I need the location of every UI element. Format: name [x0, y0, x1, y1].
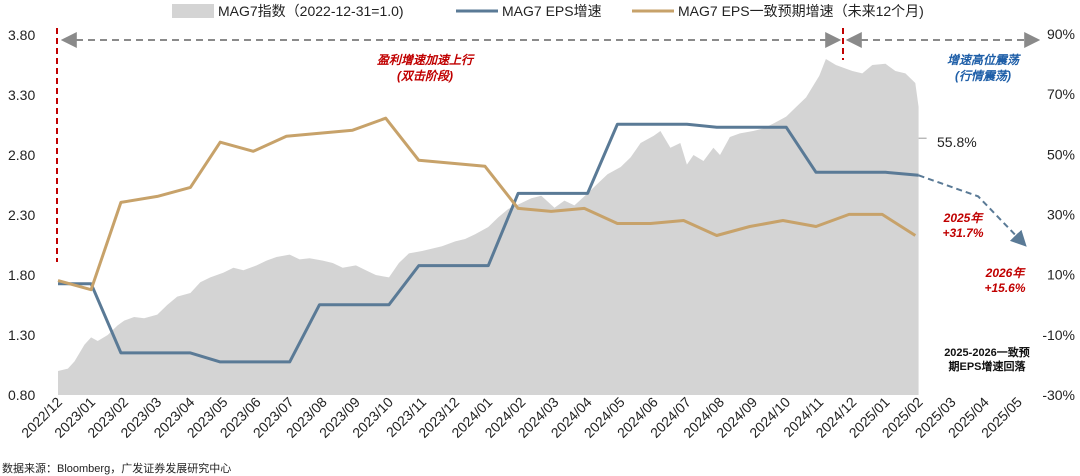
left-tick-label: 2.80	[8, 147, 35, 163]
note-line-1: 2025-2026一致预	[944, 345, 1030, 359]
phase2-label: 增速高位震荡	[947, 53, 1021, 67]
right-tick-label: 50%	[1047, 146, 1075, 162]
forecast-arrow	[918, 174, 1027, 247]
right-tick-label: -10%	[1042, 327, 1075, 343]
annotation-2025-value: +31.7%	[942, 226, 983, 240]
phase1-sublabel: (双击阶段)	[397, 69, 453, 83]
legend-index-label: MAG7指数（2022-12-31=1.0)	[218, 3, 404, 19]
source-note: 数据来源：Bloomberg，广发证券发展研究中心	[2, 463, 232, 475]
legend-eps-growth-label: MAG7 EPS增速	[502, 3, 602, 19]
eps-growth-line	[58, 122, 919, 364]
plot-area	[57, 59, 1027, 395]
latest-index-value-label: 55.8%	[937, 134, 977, 150]
eps-forecast-line	[57, 116, 917, 292]
annotation-2025-year: 2025年	[943, 211, 985, 225]
annotation-2026-year: 2026年	[985, 266, 1027, 280]
right-tick-label: 30%	[1047, 206, 1075, 222]
right-tick-label: -30%	[1042, 387, 1075, 403]
left-tick-label: 1.30	[8, 327, 35, 343]
left-tick-label: 3.30	[8, 87, 35, 103]
right-axis: -30% -10% 10% 30% 50% 70% 90%	[1042, 26, 1075, 403]
note-line-2: 期EPS增速回落	[948, 359, 1026, 373]
right-tick-label: 70%	[1047, 86, 1075, 102]
left-axis: 0.80 1.30 1.80 2.30 2.80 3.30 3.80	[8, 27, 35, 403]
right-tick-label: 10%	[1047, 267, 1075, 283]
phase1-label: 盈利增速加速上行	[377, 53, 475, 67]
legend-eps-forecast-label: MAG7 EPS一致预期增速（未来12个月)	[678, 3, 924, 19]
legend: MAG7指数（2022-12-31=1.0) MAG7 EPS增速 MAG7 E…	[172, 3, 924, 19]
left-tick-label: 0.80	[8, 387, 35, 403]
index-area	[58, 59, 919, 395]
right-tick-label: 90%	[1047, 26, 1075, 42]
phase2-sublabel: (行情震荡)	[955, 69, 1011, 83]
left-tick-label: 3.80	[8, 27, 35, 43]
x-axis: 2022/122023/012023/022023/032023/042023/…	[18, 394, 1025, 441]
legend-index-swatch	[172, 4, 214, 18]
left-tick-label: 2.30	[8, 207, 35, 223]
annotation-2026-value: +15.6%	[984, 281, 1025, 295]
left-tick-label: 1.80	[8, 267, 35, 283]
